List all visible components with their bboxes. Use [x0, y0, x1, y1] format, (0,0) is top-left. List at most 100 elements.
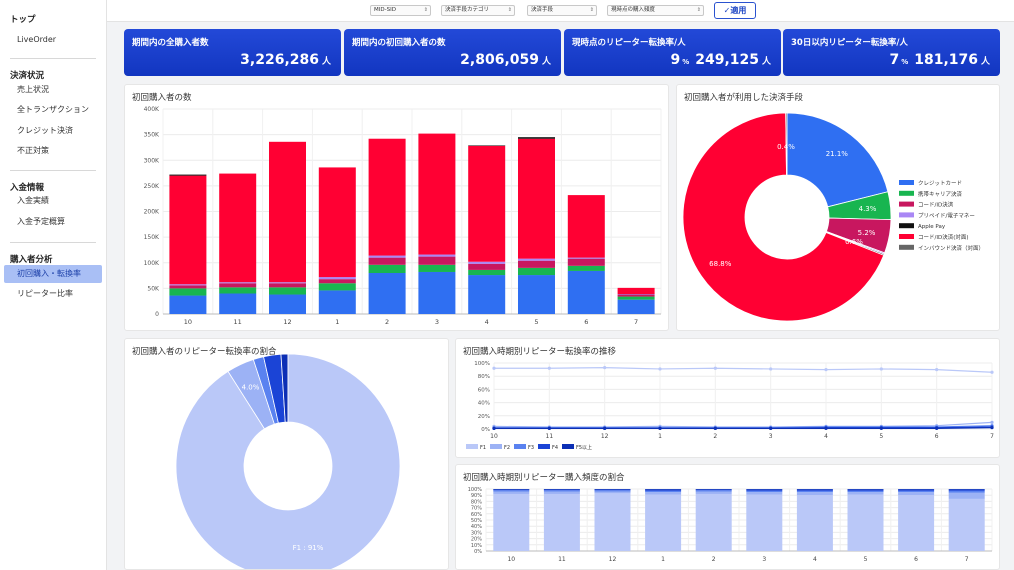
bar-segment — [567, 258, 605, 266]
bar-segment — [796, 495, 833, 551]
legend-swatch — [899, 244, 914, 250]
nav-section-buyer-analysis: 購入者分析 — [10, 255, 53, 265]
bar-segment — [318, 277, 356, 280]
legend-label: F4 — [552, 445, 558, 451]
legend-swatch — [490, 444, 502, 449]
updown-icon: ⇕ — [696, 7, 701, 13]
bar-segment — [746, 489, 783, 490]
bar-segment — [368, 264, 406, 273]
legend-label: F2 — [504, 445, 510, 451]
sidebar-divider — [10, 170, 96, 171]
y-tick-label: 100% — [474, 361, 490, 367]
bar-segment — [518, 137, 555, 139]
donut-slice — [175, 353, 401, 569]
series-point — [713, 366, 717, 370]
panel-title: 初回購入時期別リピーター購入頻度の割合 — [463, 473, 625, 483]
y-tick-label: 100K — [144, 260, 160, 267]
bar-segment — [567, 195, 605, 258]
bar-segment — [617, 299, 655, 314]
x-tick-label: 12 — [609, 556, 617, 563]
bar-segment — [567, 270, 605, 314]
bar-segment — [898, 490, 935, 493]
bar-segment — [518, 258, 555, 261]
bar-segment — [567, 265, 605, 271]
series-point — [713, 426, 717, 430]
x-tick-label: 7 — [990, 433, 994, 440]
bar-segment — [617, 287, 655, 295]
bar-segment — [269, 141, 306, 283]
frequency-select[interactable]: 現時点の購入頻度 ⇕ — [607, 5, 704, 16]
bar-segment — [948, 489, 985, 491]
bar-segment — [746, 492, 783, 495]
nav-section-top: トップ — [10, 15, 36, 25]
kpi-number: 3,226,286 — [240, 52, 319, 68]
y-tick-label: 400K — [144, 106, 160, 113]
sidebar-item-sales[interactable]: 売上状況 — [17, 85, 49, 94]
bar-segment — [948, 490, 985, 493]
method-select[interactable]: 決済手段 ⇕ — [527, 5, 597, 16]
payment-methods-panel: 初回購入者が利用した決済手段 21.1% 4.3% 5.2% 68.8% 0.4% 0.6… — [676, 84, 1000, 331]
slice-label: 0.4% — [777, 143, 795, 151]
x-tick-label: 10 — [490, 433, 498, 440]
sidebar-item-fraud[interactable]: 不正対策 — [17, 146, 49, 155]
legend-swatch — [562, 444, 574, 449]
bar-segment — [169, 175, 207, 285]
bar-segment — [468, 145, 506, 146]
legend-swatch — [899, 201, 914, 207]
x-tick-label: 3 — [762, 556, 766, 563]
series-point — [492, 366, 496, 370]
bar-segment — [169, 284, 207, 286]
series-point — [935, 426, 939, 430]
slice-label: 5.2% — [858, 229, 876, 237]
series-line — [493, 421, 993, 428]
sidebar-item-transactions[interactable]: 全トランザクション — [17, 105, 89, 114]
sidebar-item-liveorder[interactable]: LiveOrder — [17, 35, 57, 44]
kpi-total-buyers: 期間内の全購入者数 3,226,286 人 — [124, 29, 341, 76]
series-point — [879, 426, 883, 430]
kpi-unit: 人 — [321, 57, 331, 67]
x-tick-label: 4 — [813, 556, 817, 563]
sidebar-item-deposit-actual[interactable]: 入金実績 — [17, 196, 49, 205]
donut-slice — [682, 112, 885, 322]
bar-segment — [543, 489, 580, 491]
kpi-number: 181,176 — [914, 52, 978, 68]
y-tick-label: 40% — [478, 401, 490, 407]
bar-segment — [518, 138, 555, 259]
kpi-value: 7% 181,176 人 — [889, 52, 990, 68]
frequency-select-label: 現時点の購入頻度 — [611, 7, 656, 13]
kpi-first-buyers: 期間内の初回購入者の数 2,806,059 人 — [344, 29, 561, 76]
y-tick-label: 80% — [471, 499, 482, 505]
y-tick-label: 20% — [478, 414, 490, 420]
apply-button[interactable]: ✓適用 — [714, 2, 756, 19]
bar-segment — [567, 257, 605, 259]
sidebar-item-first-purchase[interactable]: 初回購入・転換率 — [4, 265, 102, 283]
x-tick-label: 7 — [965, 556, 969, 563]
mid-select[interactable]: MID-SID ⇕ — [370, 5, 431, 16]
y-tick-label: 0% — [481, 427, 490, 433]
bar-segment — [493, 490, 530, 492]
bar-segment — [318, 167, 356, 278]
kpi-title: 30日以内リピーター転換率/人 — [791, 38, 908, 48]
y-tick-label: 150K — [144, 234, 160, 241]
bar-segment — [948, 492, 985, 499]
legend-label: F3 — [528, 445, 534, 451]
bar-segment — [269, 283, 306, 288]
sidebar-item-credit[interactable]: クレジット決済 — [17, 126, 73, 135]
sidebar-item-repeater-ratio[interactable]: リピーター比率 — [17, 289, 73, 298]
updown-icon: ⇕ — [423, 7, 428, 13]
y-tick-label: 90% — [471, 493, 482, 499]
repeater-trend-line-chart: 0%20%40%60%80%100%10 11 12 1 2 3 4 5 6 7F1 F2 F3 F4 F… — [466, 361, 994, 451]
bar-segment — [847, 490, 884, 493]
sidebar-item-deposit-estimate[interactable]: 入金予定概算 — [17, 217, 65, 226]
repeater-ratio-donut-chart: 4.0% F1 : 91% — [175, 353, 401, 569]
bar-segment — [948, 498, 985, 551]
y-tick-label: 70% — [471, 506, 482, 512]
x-tick-label: 10 — [184, 318, 192, 326]
repeater-ratio-panel: 初回購入者のリピーター転換率の割合 4.0% F1 : 91% — [124, 338, 449, 570]
bar-segment — [847, 489, 884, 490]
legend-swatch — [466, 444, 478, 449]
bar-segment — [418, 254, 456, 257]
category-select[interactable]: 決済手段カテゴリ ⇕ — [441, 5, 515, 16]
bar-segment — [368, 257, 406, 265]
x-tick-label: 6 — [914, 556, 918, 563]
